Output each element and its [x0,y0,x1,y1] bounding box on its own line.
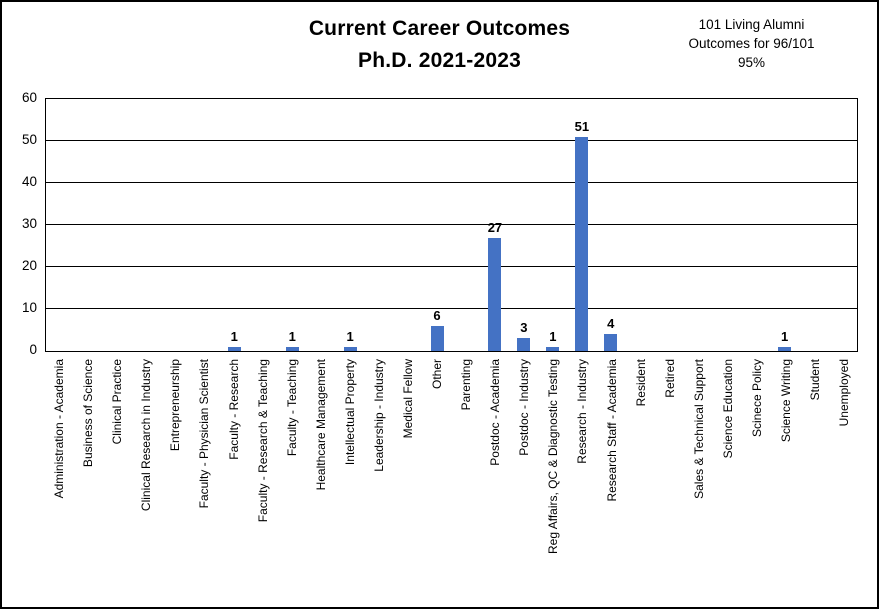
gridline-10 [46,308,857,309]
x-label-cell: Entrepreneurship [161,359,190,605]
x-label-cell: Postdoc - Academia [481,359,510,605]
bar-value-label-Research - Industry: 51 [574,118,590,134]
x-axis-label: Unemployed [837,359,852,427]
y-tick-label-0: 0 [29,342,37,357]
chart-title: Current Career Outcomes Ph.D. 2021-2023 [2,13,877,77]
x-label-cell: Faculty - Research & Teaching [249,359,278,605]
x-axis-label: Reg Affairs, QC & Diagnostic Testing [546,359,561,554]
chart-title-line2: Ph.D. 2021-2023 [358,49,521,72]
x-axis-label: Faculty - Research [226,359,241,460]
y-tick-label-20: 20 [21,258,37,273]
x-label-cell: Clinical Research in Industry [132,359,161,605]
x-label-cell: Sales & Technical Support [685,359,714,605]
chart-title-line1: Current Career Outcomes [308,17,571,40]
x-label-cell: Science Writing [772,359,801,605]
x-label-cell: Administration - Academia [45,359,74,605]
x-axis-label: Postdoc - Industry [517,359,532,456]
x-axis-label: Leadership - Industry [371,359,386,472]
gridline-50 [46,140,857,141]
bar-Reg Affairs, QC & Diagnostic Testing [546,346,560,351]
x-label-cell: Scinece Policy [743,359,772,605]
x-axis-label: Sales & Technical Support [691,359,706,499]
x-axis-label: Research Staff - Academia [604,359,619,502]
bar-Research Staff - Academia [604,334,618,351]
x-axis-label: Clinical Practice [110,359,125,445]
x-label-cell: Unemployed [830,359,859,605]
x-label-cell: Retired [656,359,685,605]
x-axis-label: Clinical Research in Industry [139,359,154,512]
gridline-40 [46,182,857,183]
y-tick-label-30: 30 [21,216,37,231]
bar-Other [430,325,444,351]
x-axis: Administration - Academia Business of Sci… [45,359,859,605]
x-axis-label: Science Education [720,359,735,459]
y-axis: 0 10 20 30 40 50 60 [2,90,37,357]
x-label-cell: Intellectual Property [336,359,365,605]
x-label-cell: Science Education [714,359,743,605]
bar-Faculty - Teaching [285,346,299,351]
x-axis-label: Parenting [459,359,474,411]
x-axis-label: Healthcare Management [313,359,328,491]
x-label-cell: Faculty - Research [219,359,248,605]
x-label-cell: Research Staff - Academia [597,359,626,605]
bar-Science Writing [778,346,792,351]
bar-value-label-Postdoc - Academia: 27 [487,219,503,235]
x-axis-label: Student [808,359,823,401]
bar-value-label-Science Writing: 1 [780,328,789,344]
x-axis-label: Faculty - Teaching [284,359,299,457]
x-axis-label: Medical Fellow [400,359,415,439]
bar-value-label-Postdoc - Industry: 3 [520,320,528,336]
plot-area: 1 1 1 6 27 3 1 51 4 1 [45,98,858,352]
x-axis-label: Business of Science [81,359,96,468]
x-axis-label: Scinece Policy [749,359,764,438]
bar-Postdoc - Industry [517,338,531,351]
y-tick-label-10: 10 [21,300,37,315]
y-tick-label-50: 50 [21,132,37,147]
annotation-line2: Outcomes for 96/101 [688,36,815,51]
x-axis-label: Research - Industry [575,359,590,464]
y-tick-label-40: 40 [21,174,37,189]
x-label-cell: Reg Affairs, QC & Diagnostic Testing [539,359,568,605]
x-label-cell: Other [423,359,452,605]
x-axis-label: Resident [633,359,648,407]
x-axis-label: Faculty - Physician Scientist [197,359,212,509]
alumni-annotation: 101 Living Alumni Outcomes for 96/101 95… [644,15,859,72]
x-axis-label: Postdoc - Academia [488,359,503,466]
bar-Postdoc - Academia [488,237,502,351]
y-tick-label-60: 60 [21,90,37,105]
gridline-30 [46,224,857,225]
gridline-20 [46,266,857,267]
x-axis-label: Other [430,359,445,390]
x-axis-label: Administration - Academia [52,359,67,499]
x-axis-label: Entrepreneurship [168,359,183,452]
bar-value-label-Reg Affairs, QC & Diagnostic Testing: 1 [549,328,557,344]
x-axis-label: Science Writing [778,359,793,443]
x-axis-label: Faculty - Research & Teaching [255,359,270,523]
bar-value-label-Research Staff - Academia: 4 [607,316,615,332]
annotation-line1: 101 Living Alumni [698,17,805,32]
x-label-cell: Faculty - Physician Scientist [190,359,219,605]
bar-value-label-Faculty - Research: 1 [230,328,238,344]
bar-Intellectual Property [343,346,357,351]
x-label-cell: Postdoc - Industry [510,359,539,605]
annotation-line3: 95% [737,55,766,70]
x-label-cell: Research - Industry [568,359,597,605]
x-label-cell: Leadership - Industry [365,359,394,605]
x-label-cell: Parenting [452,359,481,605]
x-label-cell: Medical Fellow [394,359,423,605]
bar-value-label-Faculty - Teaching: 1 [288,328,296,344]
x-axis-label: Retired [662,359,677,398]
bar-value-label-Other: 6 [433,307,441,323]
x-label-cell: Faculty - Teaching [278,359,307,605]
bar-value-label-Intellectual Property: 1 [346,328,354,344]
x-axis-label: Intellectual Property [342,359,357,466]
bar-Faculty - Research [227,346,241,351]
bar-Research - Industry [575,136,589,351]
x-label-cell: Resident [627,359,656,605]
x-label-cell: Healthcare Management [307,359,336,605]
x-label-cell: Student [801,359,830,605]
x-label-cell: Clinical Practice [103,359,132,605]
x-label-cell: Business of Science [74,359,103,605]
